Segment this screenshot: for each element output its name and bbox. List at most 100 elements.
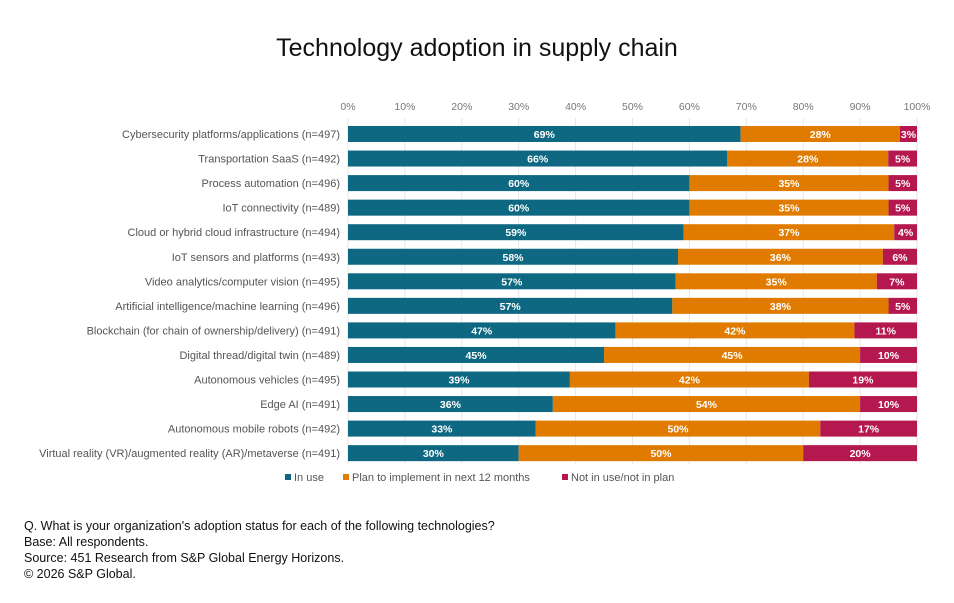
- data-label: 57%: [500, 301, 522, 313]
- data-label: 5%: [895, 203, 911, 215]
- data-label: 5%: [895, 154, 911, 166]
- data-label: 28%: [797, 154, 819, 166]
- data-label: 50%: [668, 424, 690, 436]
- bar-segment: [888, 175, 917, 192]
- data-label: 6%: [892, 252, 908, 264]
- category-label: Cybersecurity platforms/applications (n=…: [122, 129, 340, 141]
- bar-segment: [348, 224, 684, 241]
- x-tick-label: 20%: [451, 101, 472, 113]
- legend-label: Plan to implement in next 12 months: [352, 472, 530, 484]
- data-label: 37%: [778, 227, 800, 239]
- bar-segment: [348, 150, 728, 167]
- data-label: 45%: [466, 350, 488, 362]
- data-label: 19%: [852, 375, 874, 387]
- chart-title: Technology adoption in supply chain: [276, 34, 678, 62]
- x-tick-label: 90%: [850, 101, 871, 113]
- bar-segment: [552, 396, 861, 413]
- category-label: Autonomous mobile robots (n=492): [168, 424, 340, 436]
- legend-label: In use: [294, 472, 324, 484]
- bar-segment: [882, 248, 917, 265]
- data-label: 39%: [448, 375, 470, 387]
- data-label: 5%: [895, 178, 911, 190]
- x-tick-label: 70%: [736, 101, 757, 113]
- x-tick-label: 50%: [622, 101, 643, 113]
- category-label: Digital thread/digital twin (n=489): [179, 350, 340, 362]
- bar-segment: [683, 224, 895, 241]
- data-label: 36%: [770, 252, 792, 264]
- category-label: Edge AI (n=491): [260, 399, 340, 411]
- data-label: 60%: [508, 203, 530, 215]
- bar-segment: [888, 150, 917, 167]
- category-label: Cloud or hybrid cloud infrastructure (n=…: [128, 227, 340, 239]
- bar-segment: [888, 297, 917, 314]
- data-label: 4%: [898, 227, 914, 239]
- data-label: 7%: [889, 276, 905, 288]
- x-tick-label: 40%: [565, 101, 586, 113]
- category-label: IoT connectivity (n=489): [223, 203, 341, 215]
- data-label: 36%: [440, 399, 462, 411]
- data-label: 17%: [858, 424, 880, 436]
- bar-segment: [348, 175, 690, 192]
- bar-segment: [348, 396, 553, 413]
- x-tick-label: 10%: [394, 101, 415, 113]
- bar-segment: [518, 445, 804, 462]
- x-tick-label: 100%: [904, 101, 931, 113]
- data-label: 10%: [878, 350, 900, 362]
- bar-segment: [727, 150, 889, 167]
- category-label: IoT sensors and platforms (n=493): [172, 252, 340, 264]
- bar-segment: [854, 322, 917, 339]
- data-label: 35%: [766, 276, 788, 288]
- bar-segment: [808, 371, 917, 388]
- x-tick-label: 60%: [679, 101, 700, 113]
- footnote-base: Base: All respondents.: [24, 535, 149, 549]
- footnote-copyright: © 2026 S&P Global.: [24, 567, 136, 581]
- bar-segment: [678, 248, 883, 265]
- data-label: 10%: [878, 399, 900, 411]
- footnote-question: Q. What is your organization's adoption …: [24, 519, 495, 533]
- bar-segment: [604, 346, 861, 363]
- x-tick-label: 30%: [508, 101, 529, 113]
- bar-segment: [860, 396, 917, 413]
- x-tick-label: 0%: [340, 101, 355, 113]
- bar-segment: [535, 420, 821, 437]
- data-label: 28%: [810, 129, 832, 141]
- category-label: Video analytics/computer vision (n=495): [145, 276, 340, 288]
- data-label: 5%: [895, 301, 911, 313]
- bar-segment: [675, 273, 877, 290]
- footnotes: Q. What is your organization's adoption …: [24, 518, 495, 582]
- data-label: 66%: [527, 154, 549, 166]
- data-label: 35%: [778, 178, 800, 190]
- bar-segment: [348, 420, 536, 437]
- data-label: 58%: [503, 252, 525, 264]
- data-label: 50%: [650, 448, 672, 460]
- bar-segment: [348, 322, 616, 339]
- x-tick-label: 80%: [793, 101, 814, 113]
- stacked-bar-chart: 0% 10% 20% 30% 40% 50% 60% 70% 80% 90% 100% Cyberse…: [39, 101, 931, 484]
- bar-segment: [348, 199, 690, 216]
- data-label: 69%: [534, 129, 556, 141]
- bar-segment: [820, 420, 917, 437]
- data-label: 57%: [501, 276, 523, 288]
- bar-segment: [569, 371, 809, 388]
- data-label: 42%: [679, 375, 701, 387]
- bar-segment: [348, 445, 519, 462]
- category-label: Blockchain (for chain of ownership/deliv…: [87, 325, 340, 337]
- bar-segment: [348, 273, 676, 290]
- bar-segment: [348, 346, 605, 363]
- bar-segment: [348, 371, 570, 388]
- bar-segment: [689, 175, 889, 192]
- category-label: Autonomous vehicles (n=495): [194, 375, 340, 387]
- legend-label: Not in use/not in plan: [571, 472, 674, 484]
- bar-segment: [899, 126, 917, 142]
- data-label: 54%: [696, 399, 718, 411]
- data-label: 42%: [724, 325, 746, 337]
- legend-swatch: [343, 474, 349, 480]
- data-label: 20%: [850, 448, 872, 460]
- bar-segment: [348, 297, 673, 314]
- data-label: 33%: [431, 424, 453, 436]
- category-label: Transportation SaaS (n=492): [198, 154, 340, 166]
- data-label: 38%: [770, 301, 792, 313]
- footnote-source: Source: 451 Research from S&P Global Ene…: [24, 551, 345, 565]
- bar-segment: [672, 297, 889, 314]
- legend-swatch: [562, 474, 568, 480]
